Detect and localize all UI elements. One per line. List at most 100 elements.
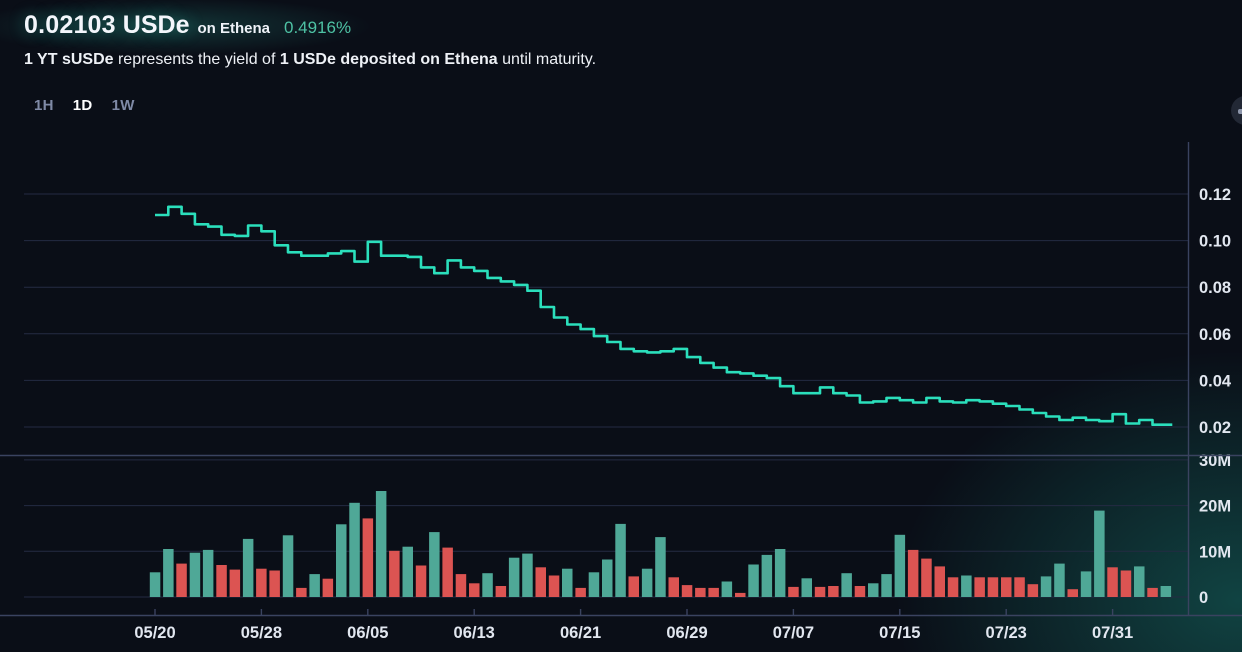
volume-bar <box>482 573 493 597</box>
volume-bar <box>921 558 932 597</box>
volume-bar <box>894 534 906 597</box>
volume-bar <box>309 574 320 597</box>
yt-price-symbol: USDe <box>122 11 190 39</box>
volume-bar <box>216 565 227 597</box>
volume-bar <box>814 586 826 597</box>
axis-label: 20M <box>1199 498 1231 516</box>
volume-bar <box>1054 563 1065 597</box>
volume-bar <box>668 577 679 597</box>
volume-bar <box>1080 571 1092 597</box>
axis-label: 07/15 <box>879 624 920 642</box>
volume-bar <box>469 583 480 597</box>
volume-bar <box>774 549 786 597</box>
volume-bar <box>202 549 214 597</box>
timeframe-1w-button[interactable]: 1W <box>111 97 135 114</box>
volume-bar <box>442 547 453 597</box>
axis-label: 05/28 <box>241 624 282 642</box>
volume-bar <box>1120 570 1132 597</box>
volume-bar <box>1107 567 1118 597</box>
volume-bar <box>761 554 773 597</box>
chart-header: 0.02103 USDe on Ethena 0.4916% 1 YT sUSD… <box>24 11 596 69</box>
volume-bar <box>402 546 413 597</box>
description-deposit: 1 USDe deposited on Ethena <box>279 51 498 68</box>
timeframe-1h-button[interactable]: 1H <box>34 97 54 114</box>
volume-bar <box>934 566 945 597</box>
axis-label: 0.12 <box>1199 186 1231 204</box>
volume-bar <box>947 577 959 597</box>
description-asset: 1 YT sUSDe <box>24 51 114 68</box>
volume-bar <box>615 523 626 597</box>
axis-label: 06/29 <box>666 624 707 642</box>
volume-bar <box>788 586 799 597</box>
volume-bar <box>641 568 653 597</box>
volume-bar <box>229 569 241 597</box>
description-tail: until maturity. <box>497 51 597 68</box>
timeframe-1d-button[interactable]: 1D <box>72 97 93 114</box>
axis-label: 06/05 <box>347 624 388 642</box>
volume-bar <box>628 576 639 597</box>
axis-label: 07/23 <box>986 624 1027 642</box>
chart-description: 1 YT sUSDe represents the yield of 1 USD… <box>24 51 596 69</box>
volume-bar <box>974 577 985 597</box>
volume-bar <box>681 585 693 597</box>
volume-bar <box>588 572 600 597</box>
axis-label: 10M <box>1199 543 1231 561</box>
volume-bar <box>455 574 467 597</box>
volume-bar <box>322 578 334 597</box>
volume-bar <box>1160 586 1172 597</box>
price-line <box>155 205 1173 426</box>
volume-bar <box>389 550 400 597</box>
volume-bar <box>828 586 839 597</box>
axis-label: 0.06 <box>1199 326 1231 344</box>
volume-bar <box>522 553 533 597</box>
volume-bar <box>269 570 280 597</box>
volume-bar <box>854 586 866 597</box>
axis-label: 06/13 <box>454 624 495 642</box>
volume-bar <box>375 491 387 597</box>
volume-bar <box>176 563 187 597</box>
volume-bar <box>868 583 879 597</box>
clipped-corner-button[interactable] <box>1231 96 1242 125</box>
yt-price-value: 0.02103 <box>24 11 116 39</box>
volume-bar <box>961 575 972 597</box>
axis-label: 30M <box>1199 452 1231 470</box>
axis-label: 06/21 <box>560 624 601 642</box>
volume-bar <box>495 586 507 597</box>
volume-bar <box>841 573 852 597</box>
volume-bar <box>655 537 666 597</box>
implied-change-badge: 0.4916% <box>283 18 352 37</box>
volume-bar <box>708 587 719 597</box>
volume-bar <box>1040 576 1052 597</box>
volume-bar <box>548 575 560 597</box>
volume-bar <box>429 532 440 597</box>
volume-bar <box>748 564 759 597</box>
volume-bar <box>535 567 546 597</box>
volume-bar <box>801 578 812 597</box>
volume-bar <box>349 502 360 597</box>
volume-bar <box>282 535 294 597</box>
corner-button-icon <box>1238 109 1242 114</box>
volume-bar <box>149 572 161 597</box>
volume-bar <box>1014 577 1025 597</box>
description-mid: represents the yield of <box>113 51 280 68</box>
timeframe-selector: 1H 1D 1W <box>33 95 136 116</box>
network-label: on Ethena <box>197 20 270 37</box>
volume-bar <box>163 549 174 597</box>
volume-bar <box>695 587 706 597</box>
volume-bar <box>1001 577 1012 597</box>
volume-bar <box>562 568 573 597</box>
volume-bar <box>242 538 254 597</box>
axis-label: 07/31 <box>1092 624 1133 642</box>
axis-label: 0 <box>1199 589 1208 607</box>
volume-bar <box>256 568 267 597</box>
volume-bar <box>907 549 919 597</box>
volume-bar <box>721 581 733 597</box>
volume-bar <box>1147 587 1158 597</box>
volume-bar <box>735 592 746 597</box>
axis-label: 0.10 <box>1199 233 1231 251</box>
volume-bar <box>508 557 520 597</box>
volume-bar <box>189 552 201 597</box>
